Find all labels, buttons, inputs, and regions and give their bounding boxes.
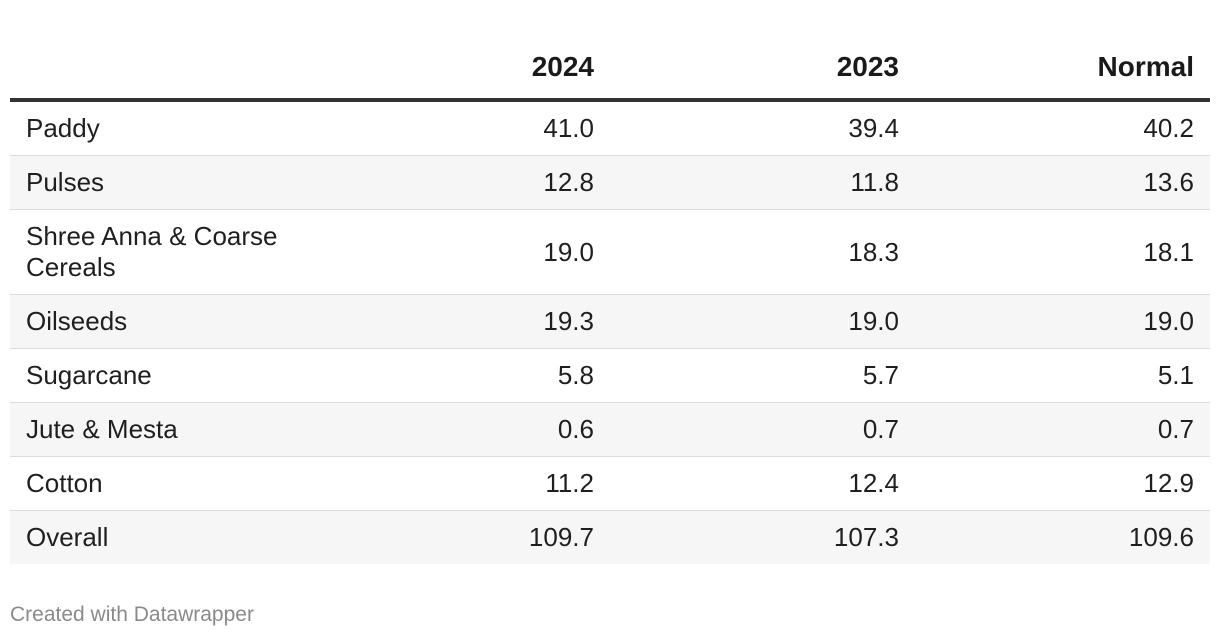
row-label: Sugarcane — [10, 348, 310, 403]
table-row: Oilseeds 19.3 19.0 19.0 — [10, 294, 1210, 349]
header-cell-label — [10, 36, 310, 102]
cell-2024: 19.3 — [310, 294, 610, 349]
table-row: Paddy 41.0 39.4 40.2 — [10, 100, 1210, 156]
cell-2024: 109.7 — [310, 510, 610, 564]
cell-2023: 39.4 — [610, 100, 915, 156]
cell-normal: 5.1 — [915, 348, 1210, 403]
header-cell-2024: 2024 — [310, 36, 610, 102]
cell-2023: 12.4 — [610, 456, 915, 511]
table-row: Shree Anna & Coarse Cereals 19.0 18.3 18… — [10, 209, 1210, 295]
header-row: 2024 2023 Normal — [10, 36, 1210, 102]
row-label: Paddy — [10, 100, 310, 156]
cell-normal: 19.0 — [915, 294, 1210, 349]
cell-2023: 5.7 — [610, 348, 915, 403]
data-table: 2024 2023 Normal Paddy 41.0 39.4 40.2 Pu… — [10, 36, 1210, 564]
cell-2024: 11.2 — [310, 456, 610, 511]
cell-2024: 12.8 — [310, 155, 610, 210]
row-label: Shree Anna & Coarse Cereals — [10, 209, 310, 295]
cell-normal: 12.9 — [915, 456, 1210, 511]
header-cell-2023: 2023 — [610, 36, 915, 102]
table-row: Sugarcane 5.8 5.7 5.1 — [10, 348, 1210, 403]
data-table-container: 2024 2023 Normal Paddy 41.0 39.4 40.2 Pu… — [10, 36, 1210, 564]
cell-2023: 18.3 — [610, 209, 915, 295]
header-cell-normal: Normal — [915, 36, 1210, 102]
cell-normal: 0.7 — [915, 402, 1210, 457]
row-label: Jute & Mesta — [10, 402, 310, 457]
row-label: Overall — [10, 510, 310, 564]
cell-2024: 0.6 — [310, 402, 610, 457]
table-row: Overall 109.7 107.3 109.6 — [10, 510, 1210, 564]
cell-2024: 41.0 — [310, 100, 610, 156]
cell-normal: 18.1 — [915, 209, 1210, 295]
cell-2024: 5.8 — [310, 348, 610, 403]
row-label: Cotton — [10, 456, 310, 511]
cell-2023: 11.8 — [610, 155, 915, 210]
cell-2023: 107.3 — [610, 510, 915, 564]
cell-normal: 40.2 — [915, 100, 1210, 156]
datawrapper-credit[interactable]: Created with Datawrapper — [10, 603, 254, 626]
row-label: Oilseeds — [10, 294, 310, 349]
cell-normal: 109.6 — [915, 510, 1210, 564]
table-row: Cotton 11.2 12.4 12.9 — [10, 456, 1210, 511]
cell-2023: 19.0 — [610, 294, 915, 349]
cell-2023: 0.7 — [610, 402, 915, 457]
row-label: Pulses — [10, 155, 310, 210]
cell-normal: 13.6 — [915, 155, 1210, 210]
cell-2024: 19.0 — [310, 209, 610, 295]
table-row: Pulses 12.8 11.8 13.6 — [10, 155, 1210, 210]
table-row: Jute & Mesta 0.6 0.7 0.7 — [10, 402, 1210, 457]
